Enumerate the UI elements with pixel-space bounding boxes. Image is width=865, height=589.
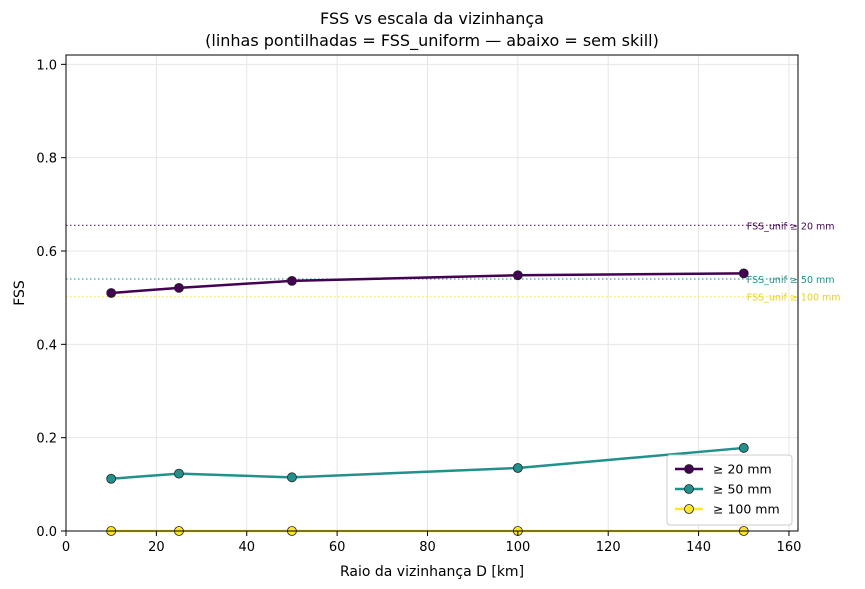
data-point — [174, 282, 184, 293]
y-tick-label: 0.0 — [36, 525, 57, 540]
legend: ≥ 20 mm ≥ 50 mm ≥ 100 mm — [666, 454, 793, 526]
axes: 0 20 40 60 80 100 120 140 160 0.0 0.2 0.4 0.6 0.8 1.0 — [36, 54, 802, 555]
data-point — [512, 270, 523, 281]
x-tick-label: 80 — [419, 540, 436, 555]
x-tick-label: 60 — [329, 540, 346, 555]
y-tick-label: 1.0 — [36, 58, 57, 73]
legend-label: ≥ 50 mm — [713, 482, 772, 497]
reference-lines: FSS_unif ≥ 20 mm FSS_unif ≥ 50 mm FSS_unif… — [66, 221, 841, 304]
chart-title: FSS vs escala da vizinhança — [320, 9, 544, 28]
data-point — [287, 275, 297, 286]
y-tick-label: 0.2 — [36, 432, 57, 447]
x-tick-label: 140 — [686, 540, 711, 555]
chart-subtitle: (linhas pontilhadas = FSS_uniform — abai… — [205, 31, 659, 51]
legend-box — [666, 454, 793, 526]
legend-marker — [684, 464, 694, 474]
x-tick-label: 120 — [596, 540, 621, 555]
y-tick-label: 0.4 — [36, 338, 57, 353]
data-point — [512, 463, 523, 473]
y-axis-label: FSS — [12, 280, 28, 306]
y-tick-label: 0.6 — [36, 245, 57, 260]
reference-line-label: FSS_unif ≥ 100 mm — [747, 293, 841, 304]
reference-line-label: FSS_unif ≥ 50 mm — [747, 275, 835, 286]
legend-label: ≥ 20 mm — [713, 462, 772, 477]
y-tick-label: 0.8 — [36, 152, 57, 167]
data-point — [738, 443, 749, 453]
data-point — [287, 472, 297, 483]
x-axis-label: Raio da vizinhança D [km] — [340, 564, 524, 580]
reference-line-label: FSS_unif ≥ 20 mm — [747, 221, 835, 232]
legend-marker — [684, 484, 694, 494]
x-tick-label: 40 — [238, 540, 255, 555]
data-point — [106, 473, 117, 484]
x-tick-label: 20 — [148, 540, 165, 555]
x-tick-label: 100 — [505, 540, 530, 555]
x-tick-label: 0 — [62, 540, 70, 555]
data-point — [738, 268, 749, 279]
legend-label: ≥ 100 mm — [713, 502, 780, 517]
legend-marker — [684, 504, 694, 514]
plot-frame — [65, 54, 799, 532]
x-tick-label: 160 — [777, 540, 802, 555]
data-point — [174, 468, 184, 479]
data-point — [106, 288, 117, 298]
